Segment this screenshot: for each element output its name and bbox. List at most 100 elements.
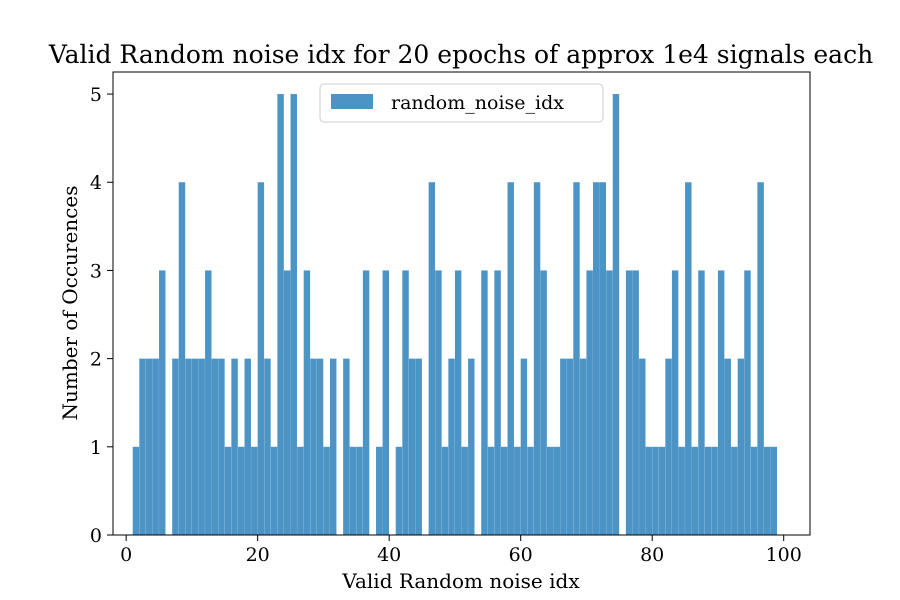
histogram-bar: [178, 182, 186, 535]
histogram-bar: [520, 358, 528, 535]
y-tick-label: 5: [90, 84, 102, 106]
histogram-bar: [704, 446, 712, 535]
histogram-bar: [533, 182, 541, 535]
histogram-bar: [481, 270, 488, 535]
histogram-bar: [198, 358, 205, 535]
histogram-bar: [717, 270, 725, 535]
histogram-bar: [408, 358, 416, 535]
histogram-bar: [494, 270, 501, 535]
legend-box: [319, 83, 604, 123]
histogram-bar: [540, 270, 547, 535]
histogram-bar: [231, 358, 238, 535]
x-tick-label: 20: [246, 544, 270, 566]
histogram-bar: [244, 358, 251, 535]
histogram-bar: [303, 270, 311, 535]
histogram-bar: [395, 446, 403, 535]
histogram-bar: [487, 446, 495, 535]
y-tick-label: 2: [90, 349, 102, 371]
histogram-bar: [211, 358, 219, 535]
x-tick-label: 100: [766, 544, 802, 566]
histogram-bar: [744, 270, 751, 535]
histogram-bar: [139, 358, 146, 535]
histogram-bar: [546, 446, 554, 535]
histogram-bar: [329, 358, 337, 535]
histogram-bar: [461, 446, 468, 535]
histogram-bar: [218, 358, 225, 535]
histogram-bar: [606, 270, 613, 535]
histogram-bar: [376, 446, 383, 535]
histogram-bar: [763, 446, 771, 535]
histogram-bar: [415, 358, 422, 535]
histogram-bar: [323, 446, 330, 535]
histogram-bar: [145, 358, 153, 535]
histogram-bar: [639, 358, 646, 535]
histogram-bar: [435, 270, 442, 535]
x-tick-label: 60: [509, 544, 533, 566]
histogram-bar: [632, 270, 639, 535]
histogram-bar: [237, 446, 245, 535]
histogram-bar: [270, 446, 278, 535]
histogram-bar: [132, 446, 140, 535]
histogram-bar: [297, 446, 304, 535]
histogram-bar: [402, 270, 409, 535]
y-tick-label: 3: [90, 260, 102, 282]
histogram-bar: [757, 182, 764, 535]
plot-frame: [112, 71, 811, 536]
legend-label: random_noise_idx: [391, 92, 564, 114]
legend: random_noise_idx: [319, 83, 604, 123]
histogram-bar: [507, 182, 514, 535]
histogram-bar: [159, 270, 166, 535]
histogram-bar: [251, 446, 258, 535]
histogram-bar: [356, 446, 363, 535]
histogram-bar: [579, 358, 587, 535]
histogram-bar: [448, 358, 455, 535]
histogram-bar: [645, 446, 653, 535]
x-tick-label: 40: [377, 544, 401, 566]
histogram-bar: [343, 358, 350, 535]
histogram-bar: [770, 446, 777, 535]
histogram-bar: [731, 446, 738, 535]
histogram-bar: [553, 446, 561, 535]
histogram-bar: [468, 358, 475, 535]
histogram-bar: [678, 446, 685, 535]
x-axis-ticks: 0 20 40 60 80 100: [120, 535, 802, 566]
histogram-bar: [191, 358, 199, 535]
histogram-bar: [500, 446, 508, 535]
histogram-bar: [185, 358, 192, 535]
histogram-bar: [560, 358, 567, 535]
histogram-bar: [316, 358, 324, 535]
histogram-bar: [527, 446, 534, 535]
x-tick-label: 0: [120, 544, 132, 566]
y-tick-label: 1: [90, 437, 102, 459]
histogram-bar: [205, 270, 212, 535]
histogram-bar: [665, 358, 672, 535]
histogram-bar: [290, 94, 297, 536]
histogram-bar: [599, 182, 607, 535]
histogram-bar: [454, 270, 462, 535]
histogram-bar: [152, 358, 159, 535]
histogram-bar: [224, 446, 232, 535]
histogram-bar: [612, 94, 620, 536]
x-axis-label: Valid Random noise idx: [341, 569, 580, 593]
histogram-bar: [593, 182, 600, 535]
histogram-bar: [172, 358, 179, 535]
histogram-bar: [573, 182, 580, 535]
histogram-bar: [566, 358, 574, 535]
histogram-bar: [698, 270, 705, 535]
histogram-bar: [586, 270, 593, 535]
histogram-bar: [362, 270, 370, 535]
y-axis-label: Number of Occurences: [58, 186, 82, 421]
histogram-bar: [652, 446, 659, 535]
y-tick-label: 0: [90, 525, 102, 547]
histogram-bar: [691, 446, 699, 535]
chart-title: Valid Random noise idx for 20 epochs of …: [48, 40, 873, 69]
histogram-bar: [685, 182, 692, 535]
bars-group: [132, 94, 777, 536]
histogram-bar: [724, 358, 731, 535]
histogram-bar: [283, 270, 291, 535]
histogram-bar: [514, 446, 521, 535]
legend-swatch: [331, 94, 373, 109]
histogram-bar: [625, 270, 633, 535]
histogram-bar: [711, 446, 718, 535]
